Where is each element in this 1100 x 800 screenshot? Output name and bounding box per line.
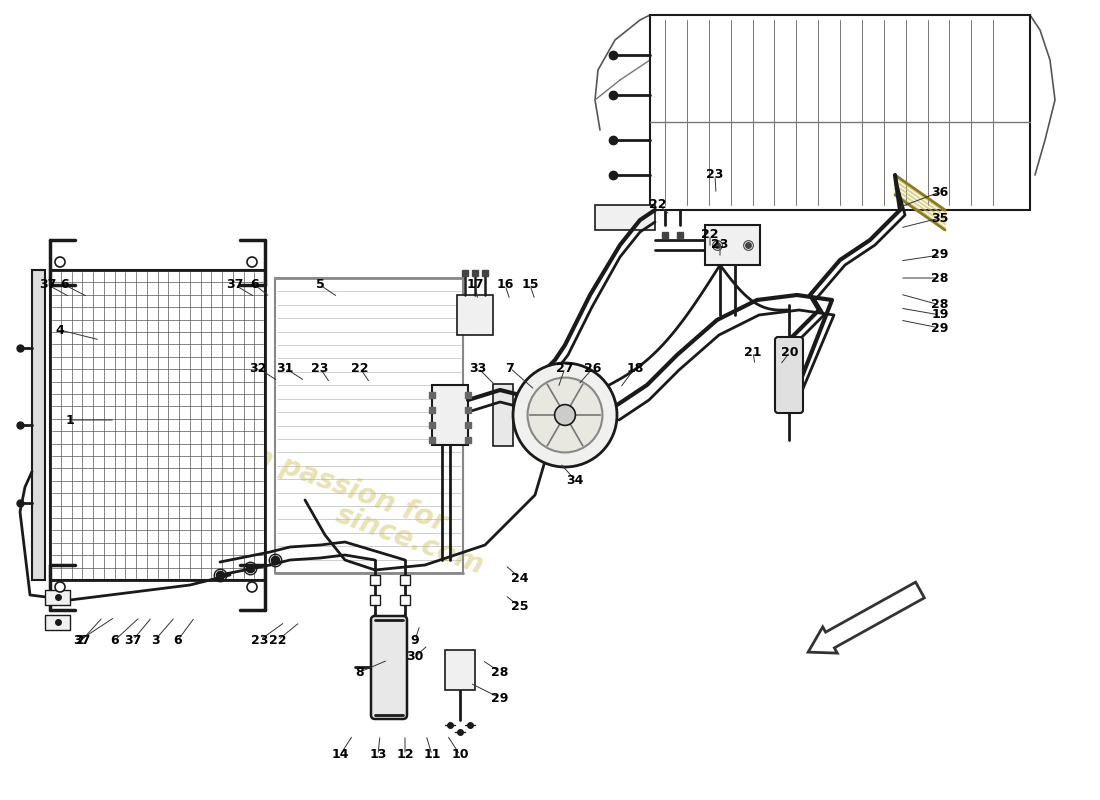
Text: a passion for: a passion for [250, 442, 450, 538]
Text: 22: 22 [270, 634, 287, 646]
Text: 23: 23 [251, 634, 268, 646]
Text: 19: 19 [932, 309, 948, 322]
Bar [400, 595, 410, 605]
Circle shape [248, 257, 257, 267]
Text: 37: 37 [74, 634, 90, 646]
Text: 5: 5 [316, 278, 324, 291]
Text: since.com: since.com [332, 500, 488, 580]
Text: 22: 22 [351, 362, 369, 374]
Text: 17: 17 [466, 278, 484, 291]
Text: 2: 2 [76, 634, 85, 646]
Text: 29: 29 [932, 249, 948, 262]
Bar [456, 295, 493, 335]
Text: 6: 6 [174, 634, 183, 646]
Bar [432, 385, 468, 445]
Text: 14: 14 [331, 749, 349, 762]
Text: 11: 11 [424, 749, 441, 762]
Bar [650, 15, 1030, 210]
Text: 20: 20 [781, 346, 799, 358]
Text: 28: 28 [932, 271, 948, 285]
Text: 33: 33 [470, 362, 486, 374]
Text: 35: 35 [932, 211, 948, 225]
Text: 9: 9 [410, 634, 419, 646]
Text: 3: 3 [151, 634, 160, 646]
Text: 26: 26 [584, 362, 602, 374]
FancyArrow shape [808, 582, 924, 653]
Bar [446, 650, 475, 690]
Text: 12: 12 [396, 749, 414, 762]
Bar [45, 590, 70, 605]
Circle shape [513, 363, 617, 467]
Text: 16: 16 [496, 278, 514, 291]
Text: 23: 23 [311, 362, 329, 374]
Text: 1: 1 [66, 414, 75, 426]
Bar [493, 384, 513, 446]
Circle shape [528, 378, 603, 453]
Text: 6: 6 [251, 278, 260, 291]
Text: 8: 8 [355, 666, 364, 678]
Bar [705, 225, 760, 265]
Bar [370, 575, 379, 585]
Circle shape [554, 405, 575, 426]
Bar [50, 270, 265, 580]
Text: 24: 24 [512, 571, 529, 585]
Bar [370, 595, 379, 605]
Text: 28: 28 [932, 298, 948, 311]
Text: 6: 6 [60, 278, 69, 291]
Text: 25: 25 [512, 601, 529, 614]
Text: 23: 23 [706, 169, 724, 182]
Text: 28: 28 [492, 666, 508, 678]
Text: 23: 23 [712, 238, 728, 251]
Circle shape [248, 582, 257, 592]
Text: 4: 4 [56, 323, 65, 337]
Bar [45, 615, 70, 630]
Text: 13: 13 [370, 749, 387, 762]
Text: 37: 37 [124, 634, 142, 646]
Text: 32: 32 [250, 362, 266, 374]
FancyBboxPatch shape [371, 616, 407, 719]
Text: 6: 6 [111, 634, 119, 646]
Text: 10: 10 [451, 749, 469, 762]
Bar [275, 278, 463, 573]
Text: 36: 36 [932, 186, 948, 198]
Circle shape [55, 582, 65, 592]
Text: 22: 22 [702, 229, 718, 242]
Text: 29: 29 [492, 691, 508, 705]
Text: 30: 30 [406, 650, 424, 663]
Bar [595, 205, 654, 230]
Text: 22: 22 [649, 198, 667, 210]
Text: 37: 37 [40, 278, 57, 291]
FancyBboxPatch shape [776, 337, 803, 413]
Bar [400, 575, 410, 585]
Text: 15: 15 [521, 278, 539, 291]
Bar [32, 270, 45, 580]
Text: 21: 21 [745, 346, 761, 358]
Text: 7: 7 [506, 362, 515, 374]
Text: 34: 34 [566, 474, 584, 486]
Text: 18: 18 [626, 362, 644, 374]
Text: 29: 29 [932, 322, 948, 334]
Text: 31: 31 [276, 362, 294, 374]
Bar [50, 270, 265, 580]
Circle shape [55, 257, 65, 267]
Text: 27: 27 [557, 362, 574, 374]
Text: 37: 37 [227, 278, 244, 291]
